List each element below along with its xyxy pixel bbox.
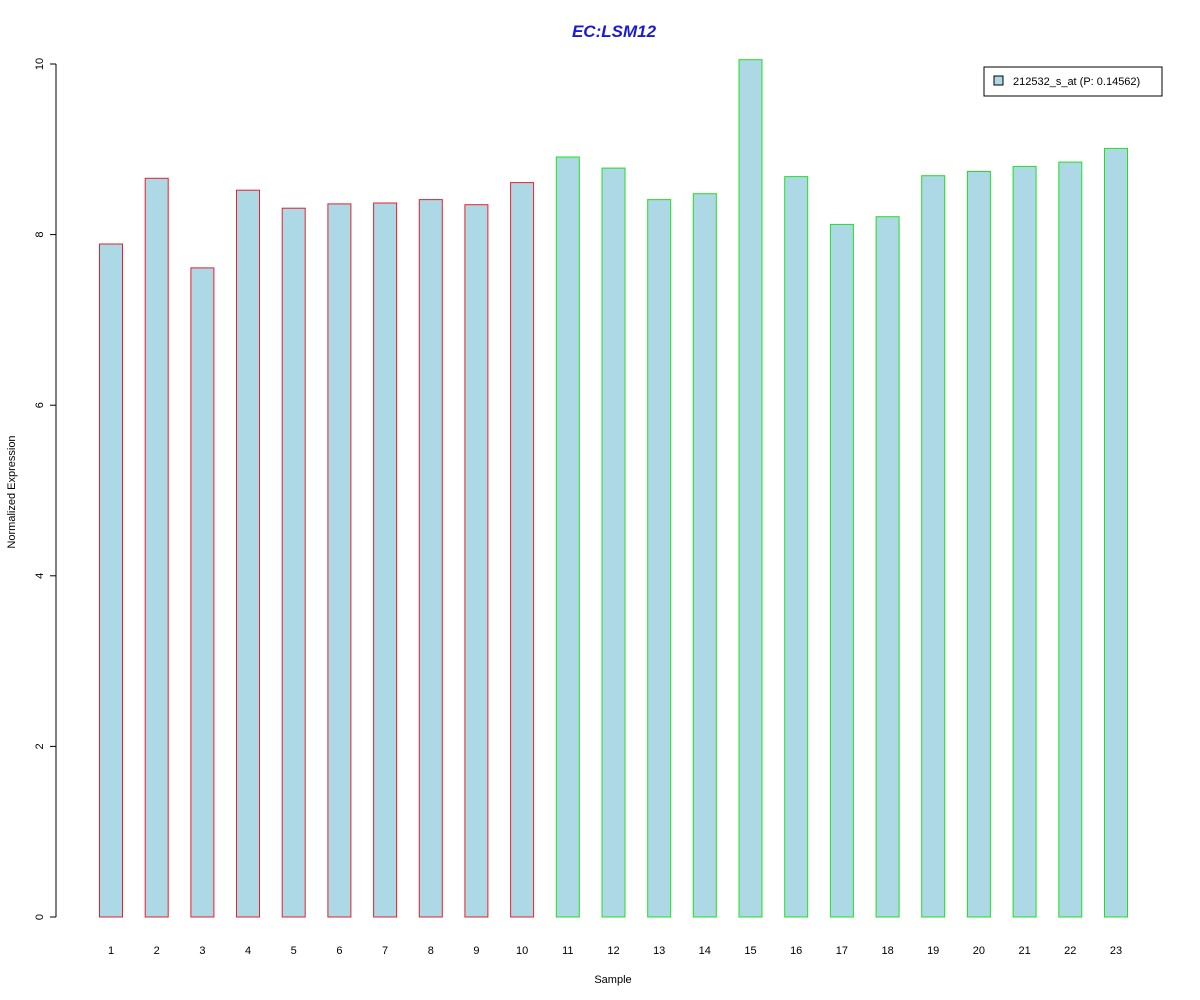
x-axis-tick-label: 6 (336, 945, 342, 957)
bar-sample-9 (464, 204, 489, 918)
y-axis-tick-label: 8 (34, 232, 46, 238)
x-axis-tick-label: 7 (382, 945, 388, 957)
bar-sample-11 (555, 156, 580, 918)
y-axis-label: Normalized Expression (6, 435, 18, 548)
bar-sample-23 (1104, 147, 1128, 918)
x-axis-tick-label: 15 (744, 945, 756, 957)
y-axis: 0 2 4 6 8 10 (34, 58, 57, 920)
y-axis-tick-label: 6 (34, 402, 46, 408)
y-axis-tick-label: 0 (34, 914, 46, 920)
legend: 212532_s_at (P: 0.14562) (983, 66, 1163, 97)
x-axis-tick-label: 8 (428, 945, 434, 957)
bar-sample-13 (647, 199, 672, 918)
bar-sample-12 (601, 167, 626, 918)
x-axis-tick-label: 16 (790, 945, 802, 957)
bars (99, 59, 1128, 918)
x-axis-tick-label: 21 (1018, 945, 1030, 957)
bar-sample-1 (99, 243, 123, 918)
x-axis-tick-label: 19 (927, 945, 939, 957)
bar-sample-22 (1058, 161, 1083, 918)
x-axis-tick-label: 3 (199, 945, 205, 957)
x-axis-tick-label: 14 (699, 945, 711, 957)
bar-sample-20 (966, 171, 991, 918)
bar-sample-10 (510, 182, 535, 918)
bar-sample-7 (373, 202, 398, 918)
x-axis-tick-label: 10 (516, 945, 528, 957)
bar-sample-18 (875, 216, 900, 918)
x-axis-tick-label: 4 (245, 945, 251, 957)
y-axis-tick-label: 10 (34, 58, 46, 70)
chart-title: EC:LSM12 (572, 22, 657, 41)
bar-sample-21 (1012, 165, 1037, 918)
bar-sample-6 (327, 203, 352, 918)
bar-sample-2 (144, 177, 169, 918)
x-axis-tick-label: 11 (562, 945, 573, 957)
bar-sample-4 (236, 189, 260, 918)
x-axis-tick-label: 22 (1064, 945, 1076, 957)
legend-box (983, 66, 1163, 97)
x-axis-tick-label: 1 (108, 945, 114, 957)
bar-sample-3 (190, 267, 215, 918)
bar-sample-15 (738, 59, 763, 918)
x-axis-tick-label: 12 (607, 945, 619, 957)
bar-sample-8 (418, 199, 443, 918)
legend-label: 212532_s_at (P: 0.14562) (1013, 76, 1140, 88)
x-axis-tick-label: 17 (836, 945, 848, 957)
x-axis-tick-label: 18 (881, 945, 893, 957)
bar-sample-17 (829, 223, 854, 918)
bar-sample-14 (692, 193, 717, 918)
bar-sample-5 (281, 207, 306, 918)
x-axis-label: Sample (594, 974, 631, 986)
y-axis-tick-label: 2 (34, 743, 46, 749)
x-axis-tick-label: 13 (653, 945, 665, 957)
y-axis-tick-label: 4 (34, 573, 46, 579)
bar-sample-16 (784, 176, 809, 918)
x-axis-tick-label: 20 (973, 945, 985, 957)
x-axis-tick-labels: 1 2 3 4 5 6 7 8 9 10 11 12 13 14 15 16 17 18 19 20 21 22 23 (108, 945, 1122, 957)
legend-swatch (993, 75, 1004, 86)
x-axis-tick-label: 2 (154, 945, 160, 957)
x-axis-tick-label: 9 (473, 945, 479, 957)
x-axis-tick-label: 5 (291, 945, 297, 957)
x-axis-tick-label: 23 (1110, 945, 1122, 957)
bar-sample-19 (921, 175, 946, 918)
